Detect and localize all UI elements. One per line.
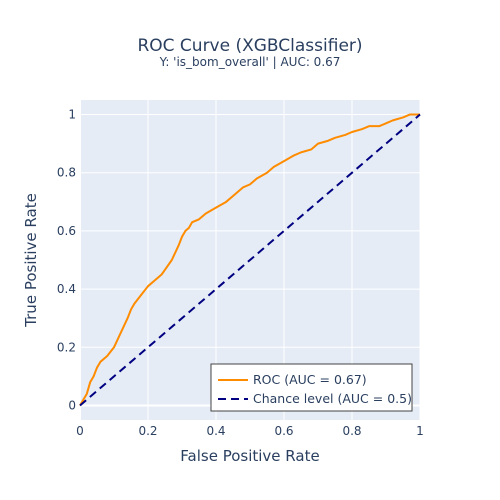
y-tick-label: 0 — [68, 398, 76, 412]
legend-box — [210, 363, 413, 412]
y-axis-ticks: 0 0.2 0.4 0.6 0.8 1 — [57, 108, 76, 413]
x-tick-label: 0 — [76, 424, 84, 438]
x-tick-label: 0.4 — [206, 424, 225, 438]
y-tick-label: 0.4 — [57, 282, 76, 296]
y-tick-label: 1 — [68, 108, 76, 122]
x-tick-label: 0.6 — [274, 424, 293, 438]
legend: ROC (AUC = 0.67) Chance level (AUC = 0.5… — [210, 363, 413, 412]
x-axis-ticks: 0 0.2 0.4 0.6 0.8 1 — [76, 424, 424, 438]
chart-subtitle: Y: 'is_bom_overall' | AUC: 0.67 — [159, 55, 341, 69]
y-tick-label: 0.8 — [57, 166, 76, 180]
x-axis-title: False Positive Rate — [180, 447, 319, 465]
grid-lines — [80, 100, 421, 420]
legend-label-chance: Chance level (AUC = 0.5) — [253, 391, 412, 406]
chance-level-line — [79, 113, 421, 407]
roc-curve-line — [79, 113, 420, 406]
y-tick-label: 0.2 — [57, 340, 76, 354]
chart-title: ROC Curve (XGBClassifier) — [137, 36, 362, 56]
x-tick-label: 0.2 — [138, 424, 157, 438]
series-lines — [79, 113, 421, 407]
legend-label-roc: ROC (AUC = 0.67) — [253, 372, 367, 387]
x-tick-label: 0.8 — [342, 424, 361, 438]
y-axis-title: True Positive Rate — [22, 193, 40, 328]
y-tick-label: 0.6 — [57, 224, 76, 238]
x-tick-label: 1 — [416, 424, 424, 438]
